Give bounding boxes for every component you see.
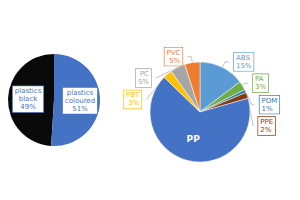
svg-text:3%: 3%: [128, 99, 139, 107]
svg-text:51%: 51%: [72, 105, 88, 113]
svg-text:coloured: coloured: [65, 97, 95, 105]
svg-text:plastics: plastics: [15, 87, 42, 95]
svg-text:PVC: PVC: [167, 49, 181, 57]
svg-text:ABS: ABS: [236, 54, 250, 62]
svg-text:PPE: PPE: [260, 118, 273, 126]
svg-text:PP: PP: [187, 134, 201, 144]
svg-text:plastics: plastics: [67, 89, 94, 97]
svg-text:5%: 5%: [138, 78, 149, 86]
svg-text:PBT: PBT: [126, 91, 140, 99]
svg-text:3%: 3%: [255, 83, 266, 91]
svg-text:2%: 2%: [260, 126, 271, 134]
svg-text:15%: 15%: [236, 62, 252, 70]
svg-text:5%: 5%: [169, 57, 180, 65]
svg-text:black: black: [19, 95, 39, 103]
svg-text:49%: 49%: [20, 103, 36, 111]
svg-text:PA: PA: [255, 75, 264, 83]
svg-text:PC: PC: [140, 70, 149, 78]
svg-text:POM: POM: [262, 97, 278, 105]
svg-text:1%: 1%: [262, 105, 273, 113]
